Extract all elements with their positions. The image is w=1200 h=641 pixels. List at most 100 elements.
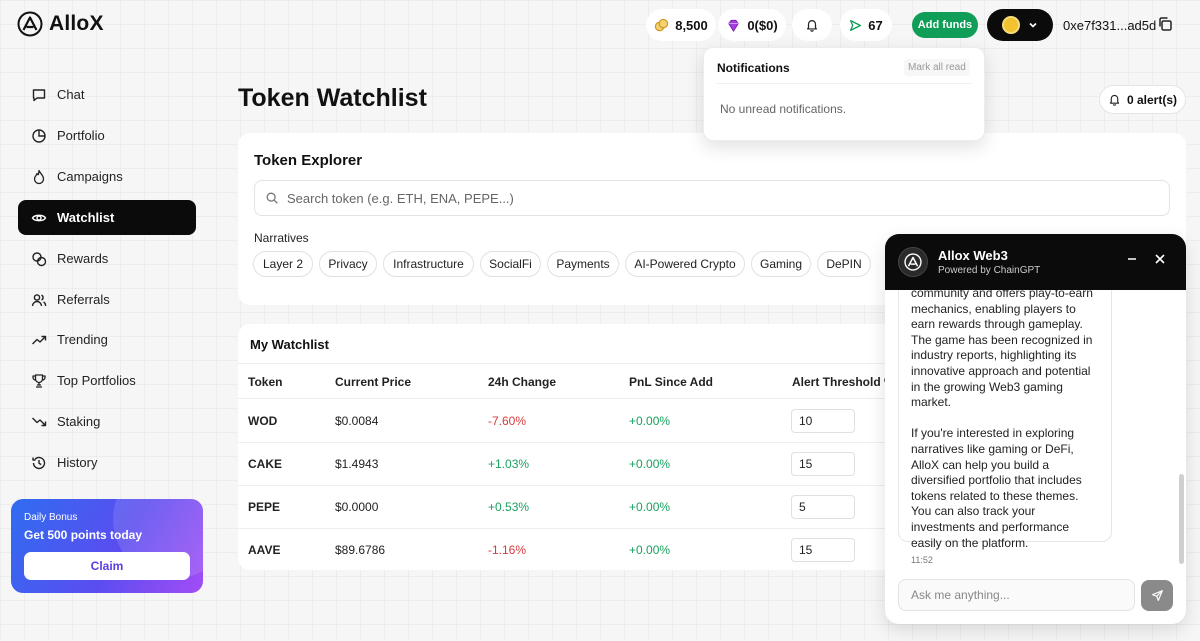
sidebar-item-label: Trending [57,332,108,347]
token-symbol: AAVE [248,543,281,557]
table-row[interactable]: AAVE $89.6786 -1.16% +0.00% [238,529,898,570]
send-icon [850,19,862,31]
mark-all-read-button[interactable]: Mark all read [904,59,970,76]
sidebar-item-portfolio[interactable]: Portfolio [18,118,196,153]
pnl-since-add: +0.00% [629,500,671,514]
chevron-down-icon [1029,22,1037,28]
history-icon [32,456,46,469]
token-search-input[interactable] [287,190,1087,206]
narrative-chip[interactable]: SocialFi [480,251,541,277]
my-watchlist-card: My Watchlist Token Current Price 24h Cha… [238,324,898,570]
points-value: 8,500 [675,17,708,33]
bell-icon [1109,94,1120,106]
wallet-menu-button[interactable] [987,9,1053,41]
alert-threshold-input[interactable] [791,409,855,433]
close-chat-button[interactable] [1153,252,1167,271]
narrative-chip[interactable]: Infrastructure [383,251,474,277]
chat-scrollbar[interactable] [1179,474,1184,564]
alert-threshold-input[interactable] [791,495,855,519]
coins-icon [655,18,669,31]
alert-threshold-input[interactable] [791,452,855,476]
copy-icon [1159,17,1172,31]
bell-icon [807,20,817,32]
chat-bot-name: Allox Web3 [938,248,1008,263]
chat-messages[interactable]: community and offers play-to-earn mechan… [885,290,1186,570]
pnl-since-add: +0.00% [629,457,671,471]
sidebar-item-rewards[interactable]: Rewards [18,241,196,276]
alert-threshold-input[interactable] [791,538,855,562]
eye-icon [31,214,47,221]
sidebar-item-label: Watchlist [57,210,115,225]
bonus-label: Daily Bonus [24,512,78,523]
points-balance[interactable]: 8,500 [646,9,716,41]
trending-down-icon [32,417,47,426]
sidebar-item-trending[interactable]: Trending [18,322,196,357]
narrative-chip[interactable]: Privacy [319,251,377,277]
chat-input[interactable] [898,579,1135,611]
current-price: $0.0084 [335,414,379,428]
column-header[interactable]: PnL Since Add [629,375,714,389]
minimize-icon [1128,258,1136,260]
column-header[interactable]: 24h Change [488,375,557,389]
chat-header: Allox Web3 Powered by ChainGPT [885,234,1186,290]
sidebar-item-referrals[interactable]: Referrals [18,282,196,317]
sidebar-item-chat[interactable]: Chat [18,77,196,112]
add-funds-button[interactable]: Add funds [912,12,978,38]
close-icon [1155,254,1165,264]
sent-counter[interactable]: 67 [840,9,892,41]
sidebar-item-watchlist[interactable]: Watchlist [18,200,196,235]
sidebar-item-label: History [57,455,98,470]
pnl-since-add: +0.00% [629,414,671,428]
narrative-chip[interactable]: Payments [547,251,619,277]
explorer-title: Token Explorer [254,152,363,169]
alerts-button[interactable]: 0 alert(s) [1099,85,1186,114]
table-row[interactable]: CAKE $1.4943 +1.03% +0.00% [238,443,898,486]
bot-message: community and offers play-to-earn mechan… [898,290,1112,565]
narrative-chip[interactable]: Layer 2 [253,251,313,277]
bonus-title: Get 500 points today [24,528,143,542]
notifications-empty-text: No unread notifications. [720,102,847,116]
change-24h: +1.03% [488,457,530,471]
sidebar-item-label: Referrals [57,292,110,307]
change-24h: -1.16% [488,543,527,557]
watchlist-header-row: Token Current Price 24h Change PnL Since… [238,363,898,399]
gems-value: 0($0) [747,17,778,33]
chat-icon [32,88,46,101]
message-text: If you're interested in exploring narrat… [911,426,1082,550]
sidebar-item-campaigns[interactable]: Campaigns [18,159,196,194]
narrative-chip[interactable]: AI-Powered Crypto [625,251,745,277]
sidebar-item-top-portfolios[interactable]: Top Portfolios [18,363,196,398]
narrative-chip[interactable]: DePIN [817,251,871,277]
coins-icon [32,251,47,266]
minimize-button[interactable] [1125,252,1139,266]
copy-address-button[interactable] [1157,16,1173,37]
column-header[interactable]: Token [248,375,283,389]
sidebar-item-label: Staking [57,414,101,429]
divider [717,83,971,84]
daily-bonus-card: Daily Bonus Get 500 points today Claim [11,499,203,593]
send-message-button[interactable] [1141,580,1173,611]
notifications-button[interactable] [792,9,832,41]
token-symbol: CAKE [248,457,283,471]
narratives-label: Narratives [254,231,309,245]
change-24h: +0.53% [488,500,530,514]
table-row[interactable]: WOD $0.0084 -7.60% +0.00% [238,400,898,443]
sidebar-item-label: Top Portfolios [57,373,136,388]
allox-logo-icon [17,11,43,37]
trophy-icon [32,373,46,388]
pnl-since-add: +0.00% [629,543,671,557]
pie-chart-icon [32,128,46,143]
flame-icon [33,169,45,184]
gems-balance[interactable]: 0($0) [718,9,786,41]
column-header[interactable]: Alert Threshold % [792,375,895,389]
sidebar-item-staking[interactable]: Staking [18,404,196,439]
token-search-box[interactable] [254,180,1170,216]
search-icon [266,192,278,204]
logo[interactable]: AlloX [17,11,104,37]
column-header[interactable]: Current Price [335,375,412,389]
claim-button[interactable]: Claim [24,552,190,580]
chat-avatar [898,247,928,277]
table-row[interactable]: PEPE $0.0000 +0.53% +0.00% [238,486,898,529]
narrative-chip[interactable]: Gaming [751,251,811,277]
sidebar-item-history[interactable]: History [18,445,196,480]
